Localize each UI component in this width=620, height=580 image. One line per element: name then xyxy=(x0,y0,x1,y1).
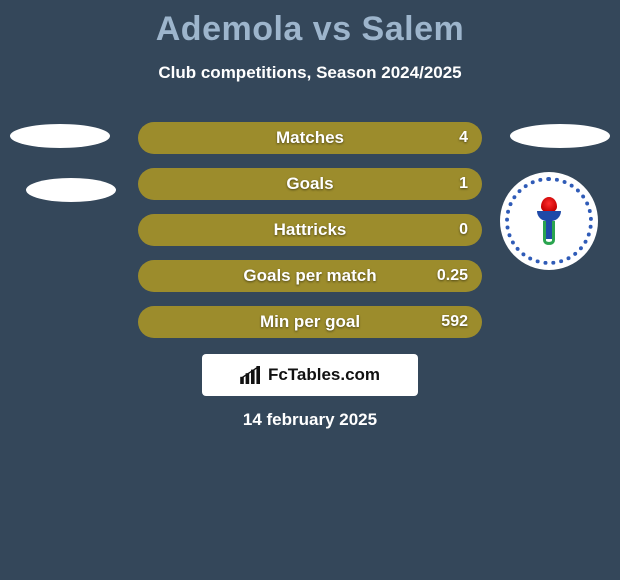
stat-row-matches: Matches 4 xyxy=(138,122,482,154)
stat-label: Goals xyxy=(286,174,333,194)
brand-box[interactable]: FcTables.com xyxy=(202,354,418,396)
comparison-card: Ademola vs Salem Club competitions, Seas… xyxy=(0,0,620,580)
club-badge-ring xyxy=(505,177,593,265)
stats-rows: Matches 4 Goals 1 Hattricks 0 Goals per … xyxy=(138,122,482,352)
club-badge-center xyxy=(521,193,577,249)
bars-icon xyxy=(240,366,262,384)
stat-label: Matches xyxy=(276,128,344,148)
club-badge xyxy=(500,172,598,270)
subtitle: Club competitions, Season 2024/2025 xyxy=(0,63,620,83)
stat-value: 592 xyxy=(441,313,468,331)
player-photo-placeholder-left-1 xyxy=(10,124,110,148)
page-title: Ademola vs Salem xyxy=(0,0,620,49)
stat-label: Min per goal xyxy=(260,312,360,332)
stat-row-goals-per-match: Goals per match 0.25 xyxy=(138,260,482,292)
stat-row-min-per-goal: Min per goal 592 xyxy=(138,306,482,338)
torch-icon xyxy=(537,201,561,241)
stat-value: 1 xyxy=(459,175,468,193)
player-photo-placeholder-left-2 xyxy=(26,178,116,202)
brand-text: FcTables.com xyxy=(268,365,380,385)
stat-row-hattricks: Hattricks 0 xyxy=(138,214,482,246)
stat-value: 4 xyxy=(459,129,468,147)
stat-row-goals: Goals 1 xyxy=(138,168,482,200)
stat-value: 0 xyxy=(459,221,468,239)
stat-value: 0.25 xyxy=(437,267,468,285)
stat-label: Goals per match xyxy=(243,266,376,286)
date-text: 14 february 2025 xyxy=(0,410,620,430)
player-photo-placeholder-right xyxy=(510,124,610,148)
stat-label: Hattricks xyxy=(274,220,347,240)
